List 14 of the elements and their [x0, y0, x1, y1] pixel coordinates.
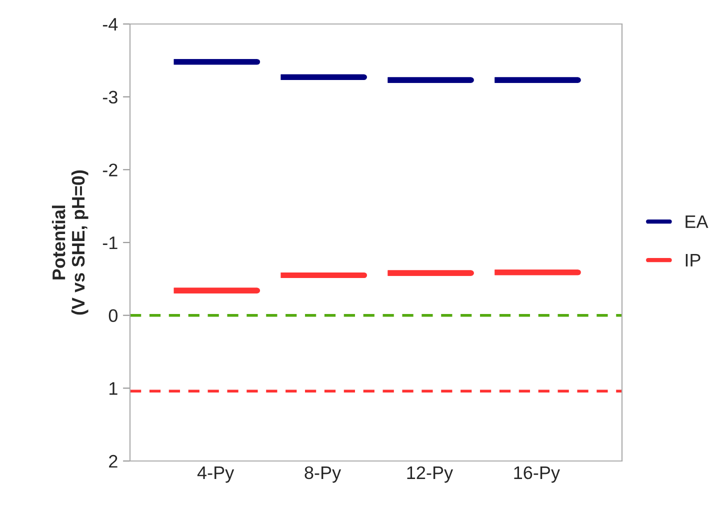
y-tick-label: -4: [102, 18, 118, 31]
y-tick-label: 1: [110, 382, 118, 395]
y-tick-label: -2: [102, 164, 118, 176]
legend-label: EA: [686, 216, 708, 228]
legend-label: IP: [686, 254, 700, 266]
x-tick-label: 16-Py: [514, 466, 560, 483]
y-tick-label: 0: [108, 309, 118, 322]
y-tick-label: 2: [109, 454, 118, 468]
x-tick-label: 4-Py: [197, 466, 234, 483]
y-tick-label: -1: [102, 236, 118, 250]
y-axis-title: Potential (V vs SHE, pH=0): [52, 170, 88, 315]
y-tick-label: -3: [102, 90, 118, 104]
x-tick-label: 12-Py: [407, 466, 454, 483]
x-tick-label: 8-Py: [304, 466, 342, 483]
